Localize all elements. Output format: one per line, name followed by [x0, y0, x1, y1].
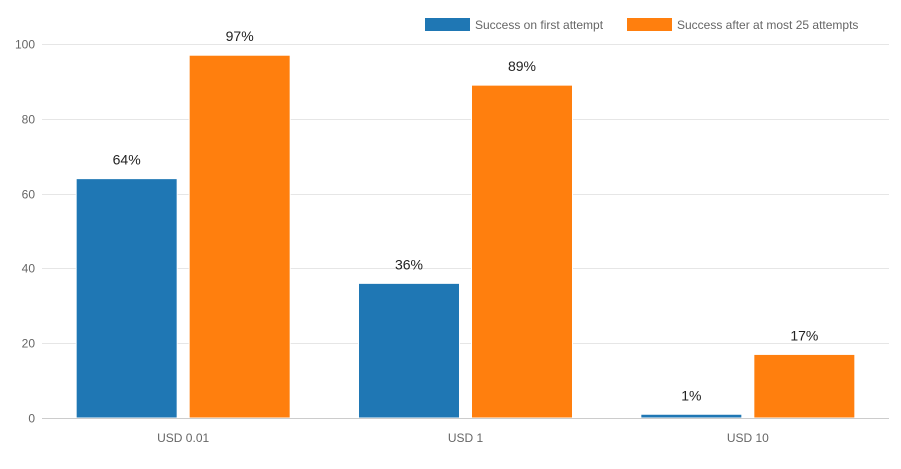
data-label: 36%	[395, 256, 423, 272]
bar-at-most-25-attempts-0	[188, 54, 291, 419]
legend-item-first-attempt[interactable]: Success on first attempt	[425, 18, 604, 32]
data-label: 97%	[226, 28, 254, 44]
data-label: 89%	[508, 58, 536, 74]
legend-swatch	[627, 18, 672, 31]
bar-first-attempt-1	[358, 282, 460, 419]
bar-first-attempt-2	[640, 413, 743, 419]
x-tick-label: USD 10	[727, 431, 769, 445]
y-tick-label: 0	[28, 412, 35, 426]
x-axis: USD 0.01 USD 1 USD 10	[42, 418, 889, 445]
legend: Success on first attempt Success after at…	[425, 18, 858, 32]
x-tick-label: USD 1	[448, 431, 484, 445]
legend-swatch	[425, 18, 470, 31]
data-label: 17%	[790, 327, 818, 343]
legend-item-at-most-25-attempts[interactable]: Success after at most 25 attempts	[627, 18, 858, 32]
bar-at-most-25-attempts-1	[471, 84, 573, 419]
legend-label: Success after at most 25 attempts	[677, 18, 858, 32]
data-label: 64%	[113, 152, 141, 168]
bar-first-attempt-0	[75, 178, 178, 419]
bars	[75, 54, 856, 419]
y-tick-label: 40	[22, 262, 36, 276]
y-tick-label: 100	[15, 38, 35, 52]
data-labels: 64% 97% 36% 89% 1% 17%	[113, 28, 819, 403]
legend-label: Success on first attempt	[475, 18, 604, 32]
x-tick-label: USD 0.01	[157, 431, 209, 445]
y-tick-label: 80	[22, 113, 36, 127]
grid-lines	[42, 44, 889, 344]
y-tick-label: 20	[22, 337, 36, 351]
y-axis: 0 20 40 60 80 100	[15, 38, 35, 426]
data-label: 1%	[681, 387, 701, 403]
y-tick-label: 60	[22, 188, 36, 202]
bar-at-most-25-attempts-2	[753, 353, 856, 419]
